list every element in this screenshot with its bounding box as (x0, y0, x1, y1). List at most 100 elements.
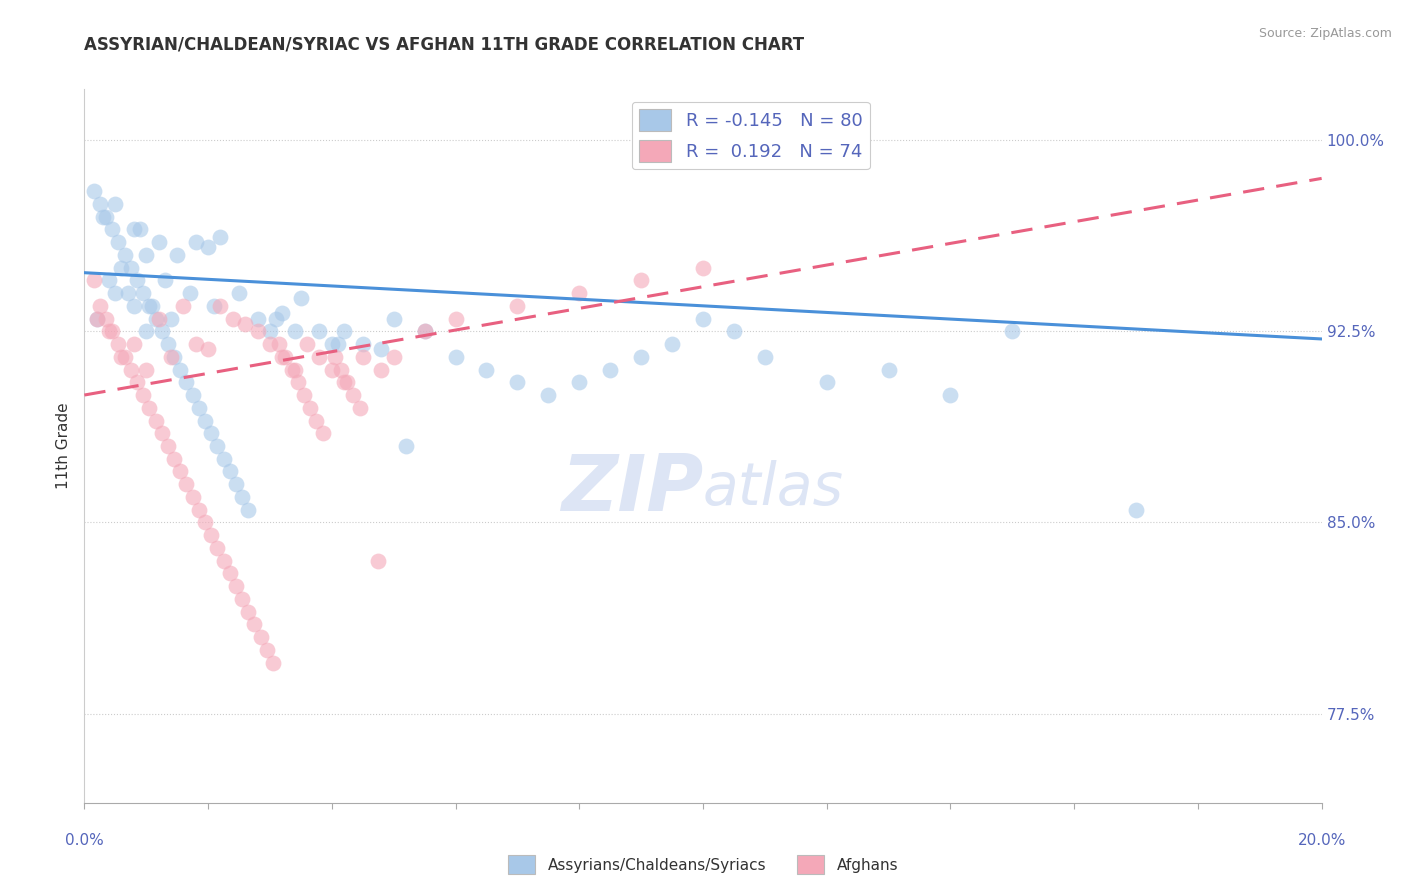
Point (231, 490, 253, 504)
Point (166, 248, 188, 262)
Point (262, 656, 284, 670)
Point (330, 362, 353, 376)
Point (135, 248, 157, 262)
Point (370, 362, 392, 376)
Point (207, 541, 229, 555)
Point (599, 362, 621, 376)
Point (94, 210, 117, 224)
Point (274, 350, 297, 364)
Point (238, 502, 260, 516)
Point (145, 413, 167, 427)
Point (150, 324, 173, 338)
Point (568, 376, 591, 390)
Point (218, 465, 240, 479)
Point (207, 439, 229, 453)
Point (326, 337, 349, 351)
Point (256, 643, 278, 657)
Point (110, 350, 132, 364)
Point (630, 350, 652, 364)
Point (125, 376, 148, 390)
Point (308, 324, 330, 338)
Point (1001, 324, 1024, 338)
Point (181, 490, 204, 504)
Point (86, 311, 108, 326)
Point (352, 350, 374, 364)
Point (299, 401, 322, 415)
Point (323, 350, 346, 364)
Point (202, 299, 225, 313)
Point (506, 376, 529, 390)
Point (284, 324, 307, 338)
Point (475, 362, 498, 376)
Point (568, 286, 591, 301)
Point (305, 413, 328, 427)
Point (225, 579, 247, 593)
Point (163, 451, 186, 466)
Legend: R = -0.145   N = 80, R =  0.192   N = 74: R = -0.145 N = 80, R = 0.192 N = 74 (631, 102, 870, 169)
Legend: Assyrians/Chaldeans/Syriacs, Afghans: Assyrians/Chaldeans/Syriacs, Afghans (502, 849, 904, 880)
Point (271, 306, 294, 320)
Point (382, 350, 405, 364)
Point (83, 273, 105, 287)
Point (290, 291, 312, 305)
Text: 20.0%: 20.0% (1298, 833, 1346, 848)
Point (259, 324, 281, 338)
Point (295, 337, 318, 351)
Point (101, 222, 124, 236)
Point (187, 401, 209, 415)
Point (336, 376, 359, 390)
Point (238, 605, 260, 619)
Point (292, 388, 315, 402)
Point (246, 324, 269, 338)
Text: Source: ZipAtlas.com: Source: ZipAtlas.com (1258, 27, 1392, 40)
Point (321, 337, 343, 351)
Point (179, 286, 201, 301)
Point (181, 388, 204, 402)
Point (249, 630, 271, 644)
Point (228, 286, 250, 301)
Point (132, 388, 155, 402)
Point (233, 317, 256, 331)
Point (114, 248, 136, 262)
Point (243, 617, 266, 632)
Point (104, 286, 127, 301)
Point (145, 311, 167, 326)
Text: ZIP: ZIP (561, 450, 703, 527)
Point (172, 299, 194, 313)
Point (110, 260, 132, 275)
Point (1125, 502, 1147, 516)
Point (98, 273, 121, 287)
Point (184, 337, 207, 351)
Point (280, 362, 302, 376)
Point (83, 184, 105, 198)
Point (209, 299, 232, 313)
Point (333, 376, 356, 390)
Point (370, 342, 392, 356)
Point (138, 299, 160, 313)
Point (382, 311, 405, 326)
Point (723, 324, 745, 338)
Point (197, 240, 219, 254)
Point (692, 311, 714, 326)
Point (212, 451, 235, 466)
Point (692, 260, 714, 275)
Point (141, 299, 163, 313)
Point (287, 376, 309, 390)
Point (176, 477, 198, 491)
Point (413, 324, 436, 338)
Point (184, 235, 207, 249)
Text: 0.0%: 0.0% (65, 833, 104, 848)
Point (342, 388, 364, 402)
Point (225, 477, 247, 491)
Text: ASSYRIAN/CHALDEAN/SYRIAC VS AFGHAN 11TH GRADE CORRELATION CHART: ASSYRIAN/CHALDEAN/SYRIAC VS AFGHAN 11TH … (84, 36, 804, 54)
Point (271, 350, 294, 364)
Point (537, 388, 560, 402)
Point (209, 230, 232, 244)
Point (98, 324, 121, 338)
Point (156, 439, 179, 453)
Point (333, 324, 356, 338)
Point (311, 426, 333, 441)
Point (138, 401, 160, 415)
Y-axis label: 11th Grade: 11th Grade (56, 402, 72, 490)
Point (197, 342, 219, 356)
